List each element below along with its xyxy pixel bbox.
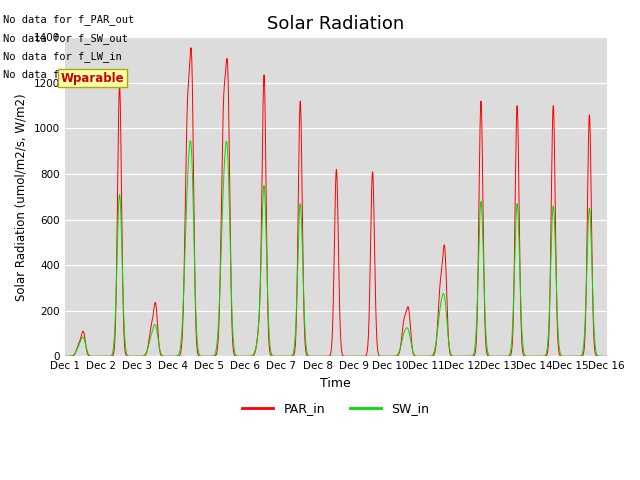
Text: No data for f_SW_out: No data for f_SW_out	[3, 33, 128, 44]
PAR_in	[61, 353, 68, 359]
PAR_in	[603, 353, 611, 359]
Text: No data for f_LW_in: No data for f_LW_in	[3, 51, 122, 62]
Text: No data for f_PAR_out: No data for f_PAR_out	[3, 14, 134, 25]
SW_in	[428, 353, 435, 359]
PAR_in	[158, 353, 166, 359]
Text: Wparable: Wparable	[61, 72, 124, 84]
PAR_in	[602, 353, 610, 359]
SW_in	[314, 353, 321, 359]
SW_in	[316, 353, 323, 359]
PAR_in	[188, 45, 195, 51]
SW_in	[61, 353, 68, 359]
PAR_in	[316, 353, 323, 359]
SW_in	[602, 353, 610, 359]
PAR_in	[428, 353, 435, 359]
Legend: PAR_in, SW_in: PAR_in, SW_in	[237, 397, 434, 420]
Y-axis label: Solar Radiation (umol/m2/s, W/m2): Solar Radiation (umol/m2/s, W/m2)	[15, 93, 28, 300]
PAR_in	[488, 353, 496, 359]
PAR_in	[350, 353, 358, 359]
SW_in	[158, 352, 166, 358]
Line: SW_in: SW_in	[65, 141, 607, 356]
SW_in	[488, 353, 496, 359]
SW_in	[187, 138, 195, 144]
Text: No data for f_LW_out: No data for f_LW_out	[3, 69, 128, 80]
SW_in	[603, 353, 611, 359]
Title: Solar Radiation: Solar Radiation	[267, 15, 404, 33]
X-axis label: Time: Time	[320, 377, 351, 390]
PAR_in	[458, 353, 465, 359]
Line: PAR_in: PAR_in	[65, 48, 607, 356]
SW_in	[458, 353, 465, 359]
